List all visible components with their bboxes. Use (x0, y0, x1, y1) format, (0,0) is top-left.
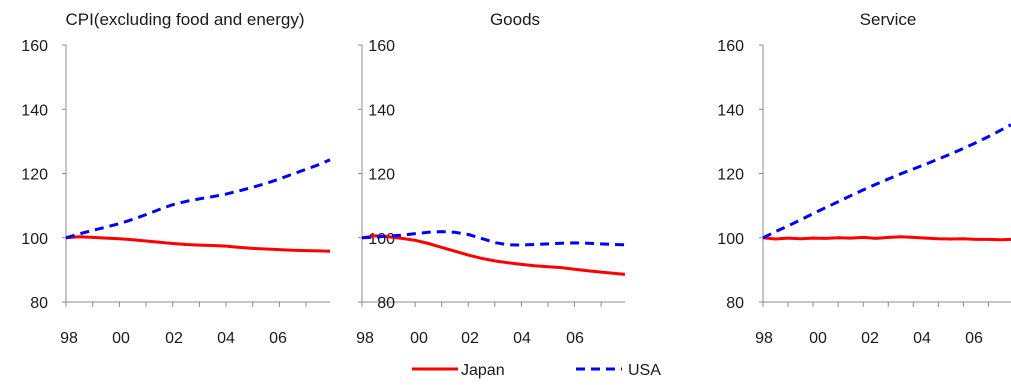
x-tick-label: 04 (913, 330, 931, 347)
y-tick-label: 140 (368, 102, 395, 119)
x-tick-label: 00 (410, 330, 428, 347)
series-line-usa (762, 123, 1011, 240)
chart-title: Goods (490, 10, 540, 29)
chart-panels: CPI(excluding food and energy) 80 100 120 14… (21, 10, 1011, 347)
x-tick-label: 98 (755, 330, 773, 347)
y-tick-label: 80 (377, 295, 395, 312)
x-tick-label: 98 (60, 330, 78, 347)
chart-title: CPI(excluding food and energy) (65, 10, 304, 29)
x-tick-label: 00 (809, 330, 827, 347)
y-tick-label: 120 (717, 167, 744, 184)
series-line-japan (361, 234, 626, 276)
chart-panel-2: Goods 80 100 120 140 160 98 00 02 04 06 (356, 10, 626, 347)
x-tick-label: 06 (965, 330, 983, 347)
y-tick-label: 160 (21, 38, 48, 55)
x-tick-label: 00 (112, 330, 130, 347)
series-line-japan (762, 235, 1011, 242)
y-tick-label: 120 (21, 167, 48, 184)
chart-panel-3: Service 80 100 120 140 160 98 00 02 04 06 (717, 10, 1011, 347)
x-tick-label: 02 (165, 330, 183, 347)
y-tick-label: 140 (21, 102, 48, 119)
y-tick-label: 80 (30, 295, 48, 312)
series-line-usa (65, 158, 331, 240)
series-line-japan (65, 235, 331, 253)
legend-label-usa: USA (628, 362, 661, 379)
y-tick-label: 140 (717, 102, 744, 119)
x-tick-label: 02 (861, 330, 879, 347)
x-tick-label: 04 (513, 330, 531, 347)
legend-label-japan: Japan (461, 362, 505, 379)
y-tick-label: 160 (368, 38, 395, 55)
chart-panel-1: CPI(excluding food and energy) 80 100 120 14… (21, 10, 331, 347)
x-tick-label: 06 (566, 330, 584, 347)
legend: Japan USA (412, 362, 661, 379)
x-tick-label: 04 (217, 330, 235, 347)
y-tick-label: 80 (726, 295, 744, 312)
chart-title: Service (860, 10, 917, 29)
x-tick-label: 98 (356, 330, 374, 347)
x-tick-label: 06 (269, 330, 287, 347)
y-tick-label: 100 (368, 231, 395, 248)
y-tick-label: 100 (21, 231, 48, 248)
x-tick-label: 02 (461, 330, 479, 347)
y-tick-label: 120 (368, 167, 395, 184)
y-tick-label: 160 (717, 38, 744, 55)
y-tick-label: 100 (717, 231, 744, 248)
